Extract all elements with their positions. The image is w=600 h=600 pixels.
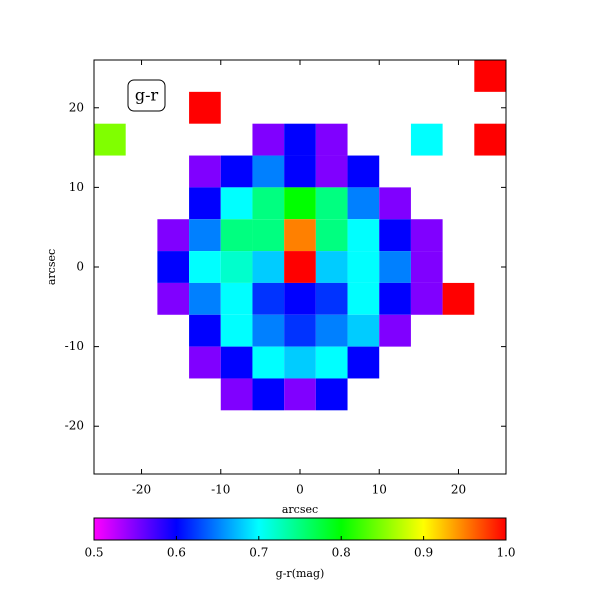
pixel <box>410 282 443 315</box>
pixel <box>379 314 411 347</box>
y-tick-label: -10 <box>65 339 84 353</box>
colorbar-tick-label: 0.6 <box>167 546 186 560</box>
colorbar-label: g-r(mag) <box>276 567 325 580</box>
colorbar <box>94 518 506 540</box>
colorbar-frame <box>93 517 507 541</box>
pixel <box>474 123 506 156</box>
pixel <box>252 187 285 220</box>
pixel <box>315 251 348 283</box>
colorbar-tick-label: 0.7 <box>249 546 268 560</box>
pixel <box>189 251 221 283</box>
pixel <box>189 91 221 124</box>
colorbar-tick-label: 0.9 <box>414 546 433 560</box>
pixel <box>189 314 221 347</box>
pixel <box>347 155 380 188</box>
pixel <box>315 187 348 220</box>
pixel <box>189 346 221 379</box>
pixel <box>347 251 380 283</box>
x-tick-label: -10 <box>211 483 230 497</box>
pixel <box>284 378 316 411</box>
x-tick-label: 20 <box>451 483 466 497</box>
pixel <box>379 219 411 252</box>
image <box>94 60 506 411</box>
pixel <box>220 187 253 220</box>
colorbar-tick-label: 0.8 <box>332 546 351 560</box>
annotation-box <box>127 79 166 112</box>
pixel <box>315 155 348 188</box>
colorbar-tick-label: 0.5 <box>84 546 103 560</box>
y-axis-label: arcsec <box>45 249 58 285</box>
pixel <box>347 187 380 220</box>
pixel <box>252 314 285 347</box>
pixel <box>220 155 253 188</box>
pixel <box>442 282 475 315</box>
pixel <box>220 378 253 411</box>
pixel <box>252 346 285 379</box>
y-tick-label: -20 <box>65 419 84 433</box>
pixel <box>315 346 348 379</box>
pixel <box>284 219 316 252</box>
pixel <box>347 219 380 252</box>
pixel <box>315 219 348 252</box>
pixel <box>315 282 348 315</box>
colorbar-tick-label: 1.0 <box>496 546 515 560</box>
colorbar-fill <box>94 518 506 540</box>
x-tick-label: 0 <box>296 483 304 497</box>
pixel <box>252 219 285 252</box>
pixel <box>410 219 443 252</box>
pixel <box>284 251 316 283</box>
pixel <box>157 219 190 252</box>
x-axis-label: arcsec <box>282 503 318 516</box>
pixel <box>347 346 380 379</box>
pixel <box>252 123 285 156</box>
pixel <box>284 123 316 156</box>
pixel <box>379 282 411 315</box>
pixel <box>347 314 380 347</box>
pixel <box>347 282 380 315</box>
pixel <box>284 314 316 347</box>
y-tick-label: 20 <box>69 100 84 114</box>
pixel <box>189 155 221 188</box>
pixel <box>284 187 316 220</box>
pixel <box>220 314 253 347</box>
pixel <box>284 155 316 188</box>
pixel <box>315 314 348 347</box>
pixel <box>379 251 411 283</box>
pixel <box>220 346 253 379</box>
x-tick-label: 10 <box>372 483 387 497</box>
y-tick-label: 10 <box>69 180 84 194</box>
pixel <box>379 187 411 220</box>
pixel <box>220 219 253 252</box>
pixel <box>157 251 190 283</box>
y-tick-label: 0 <box>76 260 84 274</box>
pixel <box>252 378 285 411</box>
pixel <box>284 282 316 315</box>
pixel <box>189 282 221 315</box>
x-tick-label: -20 <box>132 483 151 497</box>
pixel <box>189 187 221 220</box>
pixel <box>315 123 348 156</box>
pixel <box>252 282 285 315</box>
pixel <box>410 251 443 283</box>
pixel <box>410 123 443 156</box>
pixel <box>252 155 285 188</box>
pixel <box>315 378 348 411</box>
pixel <box>189 219 221 252</box>
pixel <box>94 123 126 156</box>
pixel <box>474 60 506 92</box>
pixel <box>220 251 253 283</box>
pixel <box>284 346 316 379</box>
annotation: g-r <box>135 86 159 105</box>
pixel <box>157 282 190 315</box>
pixel <box>220 282 253 315</box>
pixel <box>252 251 285 283</box>
